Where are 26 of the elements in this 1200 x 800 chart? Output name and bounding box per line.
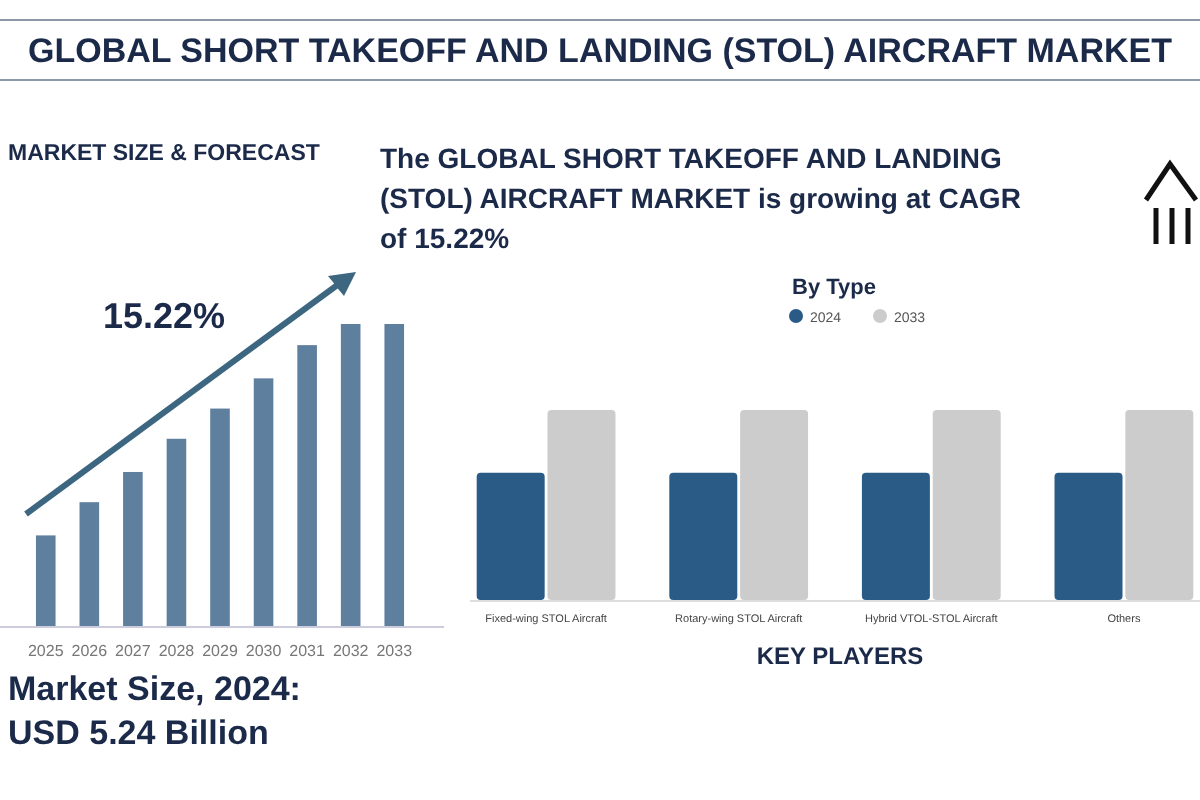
x-tick-label: 2025 [27,642,65,660]
text: The GLOBAL SHORT TAKEOFF AND LANDING (STOL) AIRCRAFT MARKET is growing at CAGR of 15.22% [380,142,1021,254]
x-tick-label: 2028 [158,642,196,660]
x-tick-label: 2031 [289,642,327,660]
bar [123,471,143,626]
text: GLOBAL SHORT TAKEOFF AND LANDING (STOL) AIRCRAFT MARKET [28,32,1174,70]
chart-title: By Type [792,276,876,300]
x-tick-label: 2026 [71,642,109,660]
bar [35,535,56,626]
bar [166,438,187,626]
bar [210,408,230,626]
text: KEY PLAYERS [756,642,924,670]
bar [79,502,100,626]
x-tick-label: 2032 [332,642,370,660]
bar [253,378,274,626]
chart-title: MARKET SIZE & FORECAST [8,142,320,166]
text: Market Size, 2024: [8,670,301,708]
bar [297,345,317,626]
x-tick-label: 2027 [115,642,152,660]
x-tick-label: 2029 [202,642,239,660]
annotation: 15.22% [102,296,226,336]
bar [384,324,405,626]
x-tick-label: 2030 [245,642,283,660]
bar [340,324,361,626]
x-tick-label: 2033 [376,642,414,660]
text: USD 5.24 Billion [8,714,269,752]
